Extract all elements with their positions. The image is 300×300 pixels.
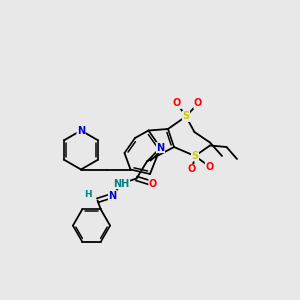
Text: O: O xyxy=(194,98,202,109)
Text: O: O xyxy=(188,164,196,175)
Text: O: O xyxy=(173,98,181,109)
Text: O: O xyxy=(205,161,214,172)
Text: S: S xyxy=(182,111,190,122)
Text: N: N xyxy=(156,142,165,153)
Text: H: H xyxy=(84,190,92,199)
Text: S: S xyxy=(191,151,199,161)
Text: N: N xyxy=(77,125,85,136)
Text: O: O xyxy=(149,178,157,189)
Text: N: N xyxy=(108,190,117,201)
Text: NH: NH xyxy=(113,178,130,189)
